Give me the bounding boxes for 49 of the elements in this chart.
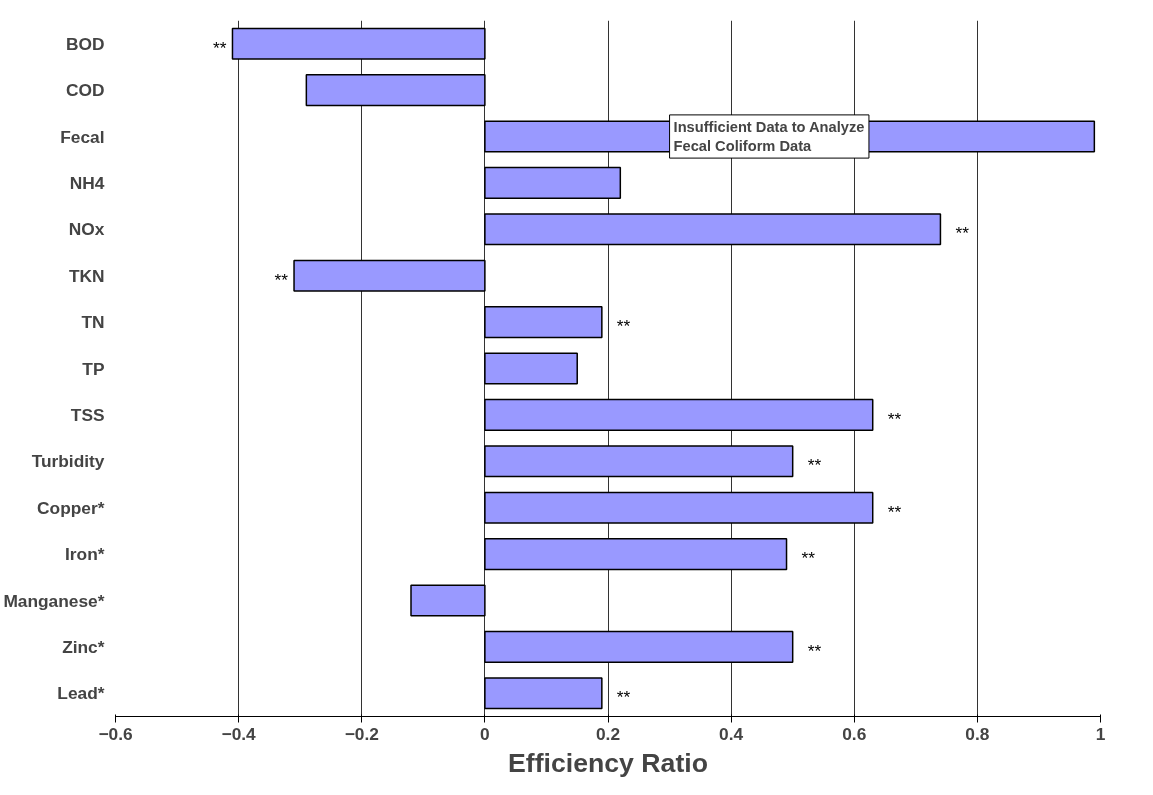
x-axis-title: Efficiency Ratio [508,747,708,778]
x-tick-label: 0 [480,723,490,744]
x-tick-label: −0.4 [221,723,257,744]
data-label: ** [274,269,289,290]
data-label: ** [807,640,822,661]
y-tick-label: TSS [70,404,105,425]
y-tick-label: Turbidity [31,451,105,472]
bar [484,445,794,478]
bar [305,74,486,107]
bar [484,306,603,339]
data-label: ** [801,548,816,569]
y-tick-label: COD [65,80,105,101]
y-tick-label: Manganese* [3,590,105,611]
data-label: ** [955,223,970,244]
x-tick-label: 0.2 [595,723,621,744]
data-label: ** [212,37,227,58]
x-tick-label: 0.4 [719,723,744,744]
data-label: ** [887,408,902,429]
data-label: ** [807,455,822,476]
bar [484,538,788,571]
bar [410,584,486,617]
bar [484,166,622,199]
bar [484,677,603,710]
y-tick-label: NH4 [69,172,105,193]
bar [484,491,874,524]
y-tick-label: TKN [68,265,105,286]
y-tick-label: Lead* [57,683,105,704]
bar [484,213,942,246]
annotation: Insufficient Data to Analyze Fecal Coliform Data [673,118,865,155]
y-tick-label: Zinc* [62,636,105,657]
data-label: ** [887,501,902,522]
data-label: ** [616,687,631,708]
y-tick-label: TN [81,312,105,333]
y-tick-label: Fecal [60,126,105,147]
y-tick-label: TP [82,358,105,379]
x-tick-label: 1 [1095,723,1106,744]
data-label: ** [616,316,631,337]
x-tick-label: −0.6 [98,723,133,744]
bar [484,398,874,431]
y-tick-label: BOD [65,33,105,54]
y-tick-label: NOx [68,219,105,240]
x-tick-label: 0.8 [965,723,990,744]
bar [484,630,794,663]
y-tick-label: Copper* [37,497,105,518]
x-tick-label: −0.2 [344,723,379,744]
x-tick-label: 0.6 [842,723,867,744]
bar [484,352,578,385]
y-tick-label: Iron* [65,544,105,565]
bar [293,259,486,292]
